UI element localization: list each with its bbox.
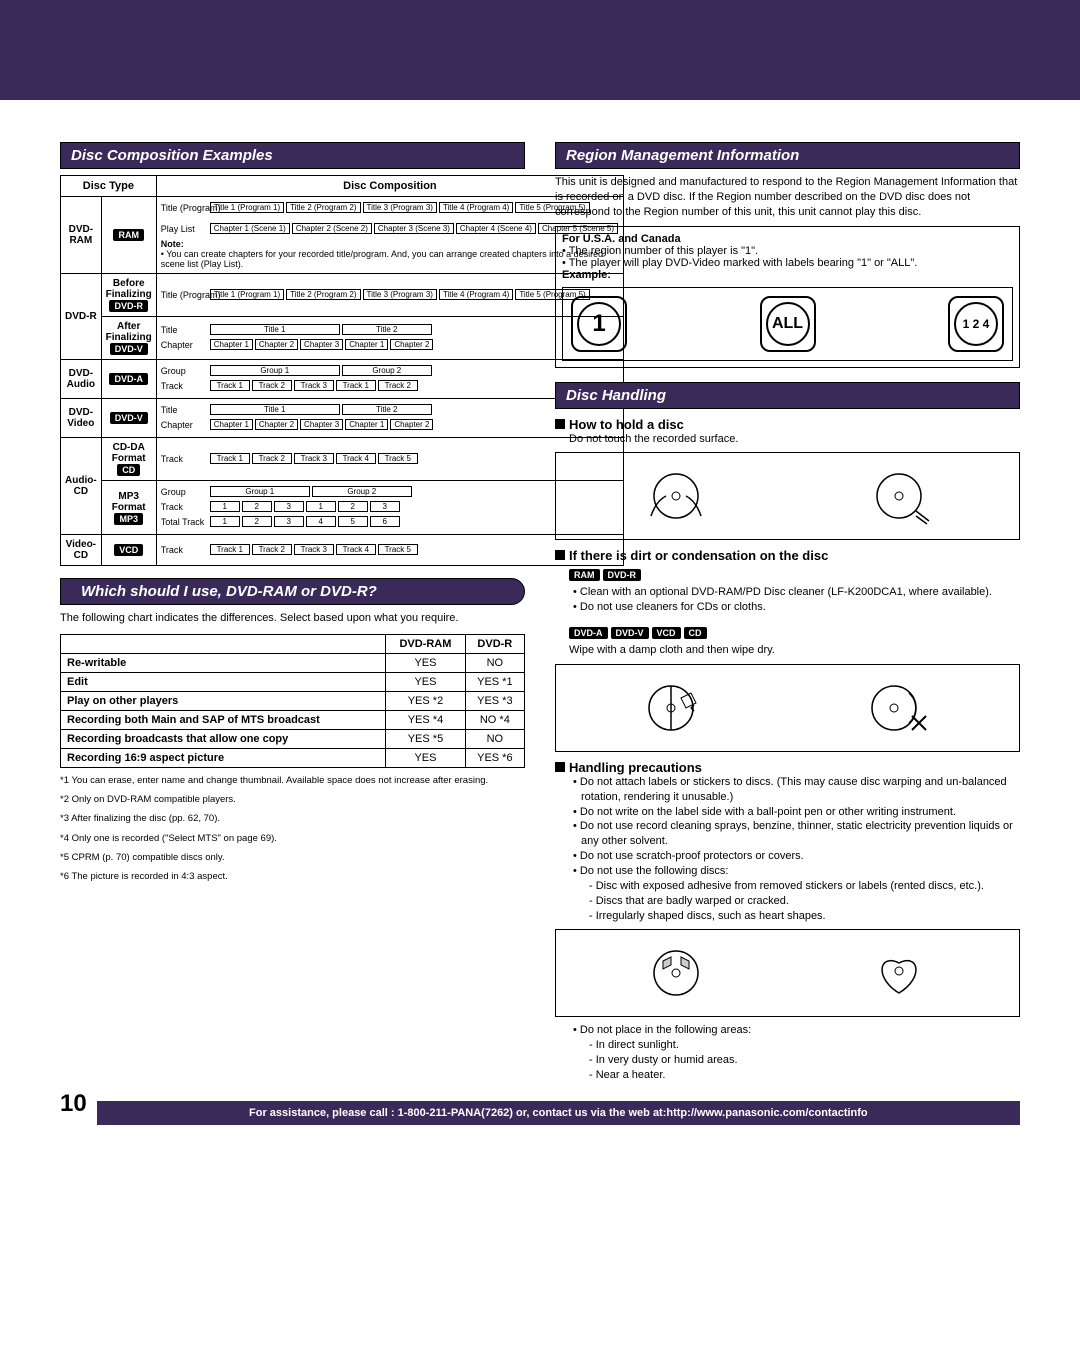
header-disc-composition: Disc Composition — [156, 176, 623, 197]
row-dvdram-type: DVD-RAM — [61, 197, 102, 274]
region-globe-icons: 1 ALL 1 2 4 — [562, 287, 1013, 361]
table-row: Recording broadcasts that allow one copy… — [61, 729, 525, 748]
table-row: Play on other playersYES *2YES *3 — [61, 691, 525, 710]
disc-wipe-correct-icon — [631, 673, 721, 743]
right-column: Region Management Information This unit … — [555, 142, 1020, 1083]
disc-composition-table: Disc Type Disc Composition DVD-RAM RAM T… — [60, 175, 624, 566]
footnote: *4 Only one is recorded ("Select MTS" on… — [60, 832, 525, 845]
top-banner — [0, 0, 1080, 100]
globe-icon: ALL — [766, 302, 810, 346]
table-row: EditYESYES *1 — [61, 672, 525, 691]
square-icon — [555, 550, 565, 560]
footnote: *1 You can erase, enter name and change … — [60, 774, 525, 787]
disc-hold-icon — [854, 461, 944, 531]
footer: 10 For assistance, please call : 1-800-2… — [60, 1083, 1020, 1125]
row-dvdaudio-type: DVD-Audio — [61, 360, 102, 399]
section-disc-handling-title: Disc Handling — [555, 382, 1020, 409]
compare-table: DVD-RAMDVD-R Re-writableYESNO EditYESYES… — [60, 634, 525, 768]
heart-disc-icon — [854, 938, 944, 1008]
row-dvdr-type: DVD-R — [61, 274, 102, 360]
footnote: *3 After finalizing the disc (pp. 62, 70… — [60, 812, 525, 825]
wipe-disc-illustration — [555, 664, 1020, 752]
sticker-disc-icon — [631, 938, 721, 1008]
section2-intro: The following chart indicates the differ… — [60, 611, 525, 626]
badge-ram: RAM — [113, 229, 144, 241]
footnote: *5 CPRM (p. 70) compatible discs only. — [60, 851, 525, 864]
square-icon — [555, 762, 565, 772]
globe-icon: 1 2 4 — [954, 302, 998, 346]
region-text: This unit is designed and manufactured t… — [555, 175, 1020, 220]
table-row: Recording both Main and SAP of MTS broad… — [61, 710, 525, 729]
globe-icon: 1 — [577, 302, 621, 346]
footnote: *6 The picture is recorded in 4:3 aspect… — [60, 870, 525, 883]
section-disc-composition-title: Disc Composition Examples — [60, 142, 525, 169]
square-icon — [555, 419, 565, 429]
disc-hold-icon — [631, 461, 721, 531]
page-number: 10 — [60, 1090, 87, 1118]
footnote: *2 Only on DVD-RAM compatible players. — [60, 793, 525, 806]
header-disc-type: Disc Type — [61, 176, 157, 197]
disc-wipe-wrong-icon — [854, 673, 944, 743]
footer-bar: For assistance, please call : 1-800-211-… — [97, 1101, 1020, 1125]
section-which-should-title: Which should I use, DVD-RAM or DVD-R? — [60, 578, 525, 605]
bad-disc-illustration — [555, 929, 1020, 1017]
section-region-title: Region Management Information — [555, 142, 1020, 169]
hold-disc-illustration — [555, 452, 1020, 540]
page-content: Disc Composition Examples Disc Type Disc… — [0, 112, 1080, 1145]
table-row: Recording 16:9 aspect pictureYESYES *6 — [61, 748, 525, 767]
table-row: Re-writableYESNO — [61, 653, 525, 672]
region-box: For U.S.A. and Canada • The region numbe… — [555, 226, 1020, 368]
left-column: Disc Composition Examples Disc Type Disc… — [60, 142, 525, 1083]
